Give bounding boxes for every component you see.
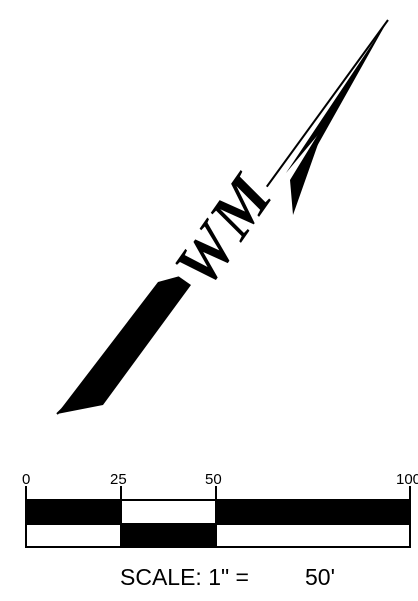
north-arrow-upper-blade — [290, 20, 388, 215]
scale-segment-top-2 — [120, 499, 217, 525]
tick-label-25: 25 — [110, 471, 127, 488]
scale-caption-prefix: SCALE: 1" = — [120, 564, 249, 590]
scale-bar: 0 25 50 100 SCALE: 1" = 50' — [22, 471, 418, 590]
tick-label-100: 100 — [396, 471, 418, 488]
logo-backdrop — [162, 163, 283, 300]
scale-segment-bottom-3 — [215, 523, 411, 548]
scale-segment-top-1 — [26, 500, 121, 524]
north-arrow: W M — [56, 19, 389, 415]
scale-caption-value: 50' — [305, 564, 335, 590]
tick-label-50: 50 — [205, 471, 222, 488]
scale-bar-frame — [25, 499, 411, 548]
scale-segment-top-3 — [216, 500, 410, 524]
tick-label-0: 0 — [22, 471, 30, 488]
scale-segment-bottom-2 — [121, 524, 216, 547]
north-arrow-lower-shaft — [56, 261, 213, 415]
scale-segment-bottom-1 — [25, 523, 122, 548]
north-arrow-upper-spike — [286, 20, 388, 173]
